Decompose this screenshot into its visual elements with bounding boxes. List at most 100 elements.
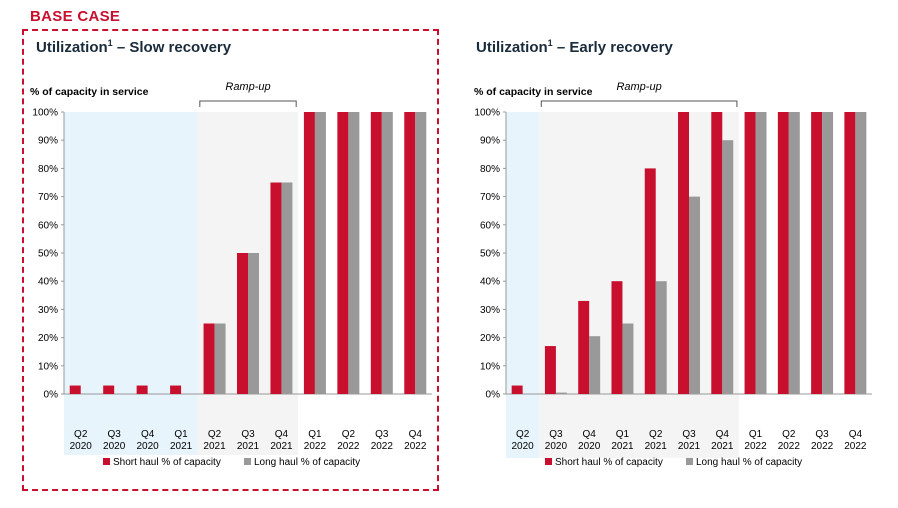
- base-case-frame: [22, 29, 439, 491]
- chart-title-main: Utilization: [36, 39, 108, 56]
- bar-short-haul: [370, 112, 382, 394]
- bar-long-haul: [415, 112, 427, 394]
- x-tick-year: 2021: [678, 441, 701, 452]
- ramp-up-bracket: [199, 100, 297, 107]
- legend-swatch-short-haul: [103, 458, 110, 465]
- bar-short-haul: [404, 112, 416, 394]
- x-tick-year: 2020: [578, 441, 601, 452]
- bar-long-haul: [314, 112, 326, 394]
- y-tick-label: 20%: [38, 333, 58, 344]
- legend-swatch-long-haul: [244, 458, 251, 465]
- chart-title-early: Utilization1 – Early recovery: [476, 38, 673, 56]
- bar-long-haul: [348, 112, 360, 394]
- bar-short-haul: [744, 112, 756, 394]
- bar-long-haul: [381, 112, 393, 394]
- y-tick-label: 100%: [32, 108, 58, 119]
- y-tick-label: 10%: [480, 361, 500, 372]
- bar-short-haul: [544, 346, 556, 394]
- legend-swatch-short-haul: [545, 458, 552, 465]
- y-tick-label: 90%: [480, 136, 500, 147]
- x-tick-quarter: Q4: [849, 429, 863, 440]
- x-tick-year: 2022: [337, 441, 360, 452]
- ramp-up-bracket: [540, 100, 738, 107]
- x-tick-quarter: Q4: [716, 429, 730, 440]
- bar-long-haul: [755, 112, 767, 394]
- x-tick-quarter: Q4: [583, 429, 597, 440]
- bar-short-haul: [170, 385, 182, 394]
- legend-label-short-haul: Short haul % of capacity: [113, 457, 221, 468]
- bar-short-haul: [578, 300, 590, 394]
- x-tick-year: 2021: [237, 441, 260, 452]
- x-tick-year: 2021: [711, 441, 734, 452]
- x-tick-quarter: Q3: [815, 429, 829, 440]
- legend-label-short-haul: Short haul % of capacity: [555, 457, 663, 468]
- bar-long-haul: [248, 253, 259, 394]
- bar-long-haul: [589, 336, 601, 394]
- x-tick-year: 2020: [137, 441, 160, 452]
- x-tick-quarter: Q2: [208, 429, 222, 440]
- y-tick-label: 10%: [38, 361, 58, 372]
- y-tick-label: 70%: [38, 192, 58, 203]
- base-case-label: BASE CASE: [30, 8, 121, 25]
- pre-recovery-shading: [64, 112, 198, 455]
- x-tick-year: 2022: [811, 441, 834, 452]
- legend-label-long-haul: Long haul % of capacity: [254, 457, 360, 468]
- x-tick-year: 2022: [778, 441, 801, 452]
- y-tick-label: 60%: [480, 220, 500, 231]
- y-tick-label: 0%: [44, 390, 59, 401]
- chart-title-slow: Utilization1 – Slow recovery: [36, 38, 231, 56]
- bar-short-haul: [303, 112, 315, 394]
- y-tick-label: 70%: [480, 192, 500, 203]
- bar-long-haul: [555, 392, 567, 394]
- y-tick-label: 90%: [38, 136, 58, 147]
- bar-short-haul: [777, 112, 789, 394]
- bar-long-haul: [622, 323, 634, 394]
- bar-short-haul: [103, 385, 115, 394]
- y-axis-label: % of capacity in service: [30, 86, 149, 98]
- bar-short-haul: [844, 112, 856, 394]
- y-tick-label: 50%: [480, 249, 500, 260]
- chart-title-suffix: – Slow recovery: [116, 39, 232, 56]
- legend-label-long-haul: Long haul % of capacity: [696, 457, 802, 468]
- x-tick-quarter: Q3: [108, 429, 122, 440]
- legend-swatch-long-haul: [686, 458, 693, 465]
- x-tick-quarter: Q3: [375, 429, 389, 440]
- y-tick-label: 30%: [38, 305, 58, 316]
- x-tick-year: 2021: [203, 441, 226, 452]
- x-tick-year: 2022: [371, 441, 394, 452]
- x-tick-quarter: Q2: [342, 429, 356, 440]
- bar-short-haul: [711, 112, 723, 394]
- bar-short-haul: [678, 112, 689, 394]
- x-tick-quarter: Q3: [549, 429, 563, 440]
- x-tick-year: 2021: [170, 441, 193, 452]
- ramp-up-shading: [539, 112, 739, 458]
- y-tick-label: 20%: [480, 333, 500, 344]
- x-tick-year: 2021: [270, 441, 293, 452]
- x-tick-quarter: Q4: [409, 429, 423, 440]
- x-tick-quarter: Q1: [616, 429, 630, 440]
- bar-short-haul: [203, 323, 215, 394]
- bar-short-haul: [136, 385, 148, 394]
- ramp-up-label: Ramp-up: [616, 81, 661, 93]
- y-tick-label: 40%: [480, 277, 500, 288]
- x-tick-year: 2022: [844, 441, 867, 452]
- bar-long-haul: [689, 196, 700, 394]
- x-tick-quarter: Q3: [241, 429, 255, 440]
- bar-short-haul: [811, 112, 823, 394]
- bar-long-haul: [855, 112, 867, 394]
- y-tick-label: 0%: [486, 390, 501, 401]
- bar-short-haul: [611, 281, 623, 394]
- bar-short-haul: [69, 385, 81, 394]
- x-tick-year: 2021: [611, 441, 634, 452]
- bar-short-haul: [644, 168, 656, 394]
- chart-title-suffix: – Early recovery: [556, 39, 673, 56]
- x-tick-year: 2021: [645, 441, 668, 452]
- x-tick-year: 2020: [512, 441, 535, 452]
- bar-long-haul: [281, 182, 293, 394]
- bar-long-haul: [788, 112, 800, 394]
- x-tick-quarter: Q3: [682, 429, 696, 440]
- x-tick-quarter: Q2: [74, 429, 88, 440]
- bar-long-haul: [655, 281, 667, 394]
- bar-short-haul: [270, 182, 282, 394]
